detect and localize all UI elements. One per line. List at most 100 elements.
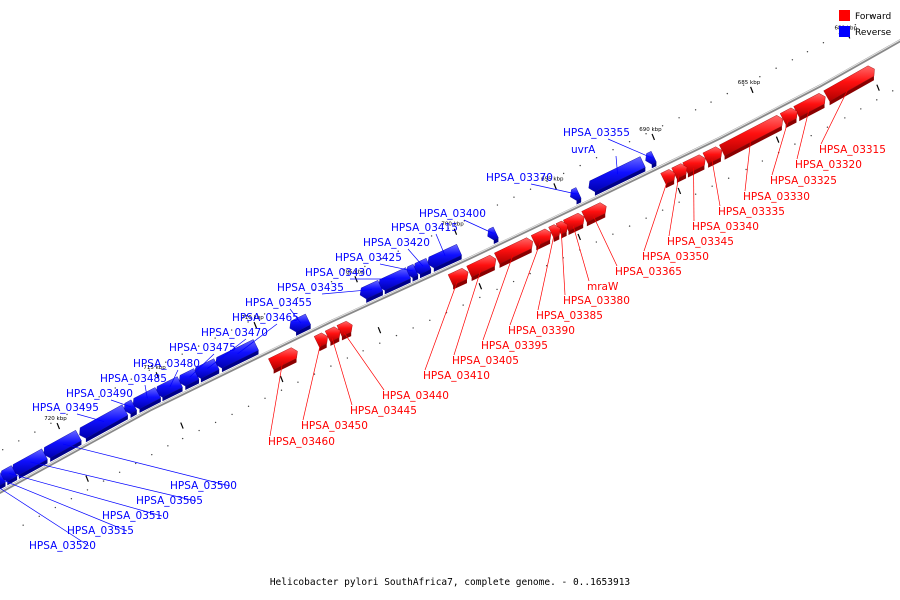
tick-mark: [553, 183, 557, 190]
minor-tick-dot: [130, 378, 133, 380]
leader-line-hpsa-03395: [482, 254, 514, 341]
gene-shade-hpsa-03345: [676, 174, 687, 183]
minor-tick-dot: [34, 431, 36, 433]
leader-line-uvra: [615, 155, 618, 175]
label-hpsa-03335: HPSA_03335: [718, 206, 785, 218]
gene-shade-hpsa-03475: [185, 379, 200, 391]
minor-tick-dot: [645, 133, 647, 135]
gene-shade-hpsa-03445: [330, 337, 340, 346]
gene-shade-hpsa-03515: [0, 482, 6, 490]
minor-tick-dot: [264, 397, 266, 399]
minor-tick-dot: [54, 506, 57, 509]
leader-line-hpsa-03330: [744, 139, 751, 192]
gene-shade-hpsa-03470: [200, 369, 220, 383]
minor-tick-dot: [198, 429, 200, 432]
minor-tick-dot: [330, 365, 332, 367]
minor-tick-dot: [678, 117, 680, 119]
label-hpsa-03485: HPSA_03485: [100, 373, 167, 385]
minor-tick-dot: [231, 413, 233, 416]
tick-label: 685 kbp: [738, 80, 761, 86]
tick-mark: [155, 372, 160, 379]
minor-tick-dot: [711, 185, 713, 187]
minor-tick-dot: [197, 345, 200, 347]
minor-tick-dot: [98, 396, 100, 398]
gene-shade-hpsa-03340: [687, 165, 705, 178]
label-hpsa-03460: HPSA_03460: [268, 436, 335, 448]
minor-tick-dot: [892, 90, 894, 92]
minor-tick-dot: [22, 524, 24, 526]
label-hpsa-03315: HPSA_03315: [819, 144, 886, 156]
leader-line-hpsa-03320: [796, 109, 810, 160]
minor-tick-dot: [529, 188, 532, 190]
minor-tick-dot: [247, 321, 249, 323]
label-hpsa-03480: HPSA_03480: [133, 358, 200, 370]
leader-line-hpsa-03325: [771, 119, 789, 176]
minor-tick-dot: [167, 445, 169, 447]
minor-tick-dot: [181, 437, 184, 440]
minor-tick-dot: [822, 42, 825, 44]
legend: Forward Reverse: [839, 10, 892, 38]
gene-shade-hpsa-03350: [665, 180, 675, 189]
leader-line-hpsa-03390: [509, 241, 541, 326]
minor-tick-dot: [364, 265, 366, 268]
gene-shade-hpsa-03385: [553, 235, 560, 242]
label-hpsa-03420: HPSA_03420: [363, 237, 430, 249]
gene-labels: HPSA_03315 HPSA_03320 HPSA_03325 HPSA_03330…: [29, 127, 886, 552]
minor-tick-dot: [86, 489, 89, 491]
gene-shade-hpsa-03480: [162, 387, 183, 402]
leader-line-hpsa-03445: [331, 338, 353, 406]
gene-shade-hpsa-03400: [493, 237, 499, 245]
gene-features: [0, 65, 875, 490]
tick-label: 715 kbp: [143, 365, 166, 371]
label-hpsa-03355: HPSA_03355: [563, 127, 630, 139]
minor-tick-dot: [151, 453, 153, 456]
leader-line-hpsa-03495: [76, 413, 105, 422]
label-hpsa-03515: HPSA_03515: [67, 525, 134, 537]
minor-tick-dot: [595, 241, 598, 243]
label-hpsa-03465: HPSA_03465: [232, 312, 299, 324]
leader-line-hpsa-03420: [407, 248, 424, 267]
gene-shade-hpsa-03460: [273, 358, 297, 374]
minor-tick-dot: [165, 361, 167, 363]
minor-tick-dot: [313, 289, 315, 291]
tick-mark: [56, 422, 61, 430]
label-hpsa-03435: HPSA_03435: [277, 282, 344, 294]
leader-line-hpsa-03415: [435, 233, 446, 257]
gene-shade-hpsa-03405: [471, 266, 495, 282]
minor-tick-dot: [313, 373, 316, 375]
minor-tick-dot: [414, 242, 416, 245]
leader-line-hpsa-03385: [537, 235, 555, 311]
leader-line-hpsa-03400: [463, 219, 494, 234]
minor-tick-dot: [379, 342, 381, 344]
minor-tick-dot: [496, 288, 498, 291]
label-hpsa-03470: HPSA_03470: [201, 327, 268, 339]
leader-line-hpsa-03355: [607, 138, 652, 159]
minor-tick-dot: [806, 51, 809, 53]
tick-label: 710 kbp: [241, 315, 264, 321]
leader-line-hpsa-03460: [269, 362, 283, 437]
minor-tick-dot: [628, 225, 631, 227]
gene-shade-hpsa-03485: [139, 398, 161, 413]
tick-mark-lower: [180, 422, 184, 429]
minor-tick-dot: [562, 172, 565, 175]
gene-shade-mraw: [568, 223, 584, 235]
minor-tick-dot: [395, 334, 398, 337]
tick-mark: [453, 228, 458, 235]
minor-tick-dot: [430, 235, 433, 237]
gene-shade-hpsa-03355: [651, 162, 657, 169]
tick-mark-lower: [85, 475, 89, 482]
leader-line-hpsa-03345: [668, 175, 680, 237]
minor-tick-dot: [775, 67, 777, 69]
minor-tick-dot: [612, 233, 614, 235]
label-hpsa-03450: HPSA_03450: [301, 420, 368, 432]
legend-label-forward: Forward: [855, 12, 891, 22]
leader-line-hpsa-03370: [530, 183, 577, 195]
minor-tick-dot: [135, 462, 137, 465]
gene-shade-hpsa-03370: [576, 198, 582, 205]
label-hpsa-03495: HPSA_03495: [32, 402, 99, 414]
minor-tick-dot: [102, 480, 105, 482]
gene-shade-hpsa-03430: [384, 278, 411, 295]
minor-tick-dot: [661, 125, 664, 127]
label-hpsa-03440: HPSA_03440: [382, 390, 449, 402]
minor-tick-dot: [214, 421, 217, 424]
